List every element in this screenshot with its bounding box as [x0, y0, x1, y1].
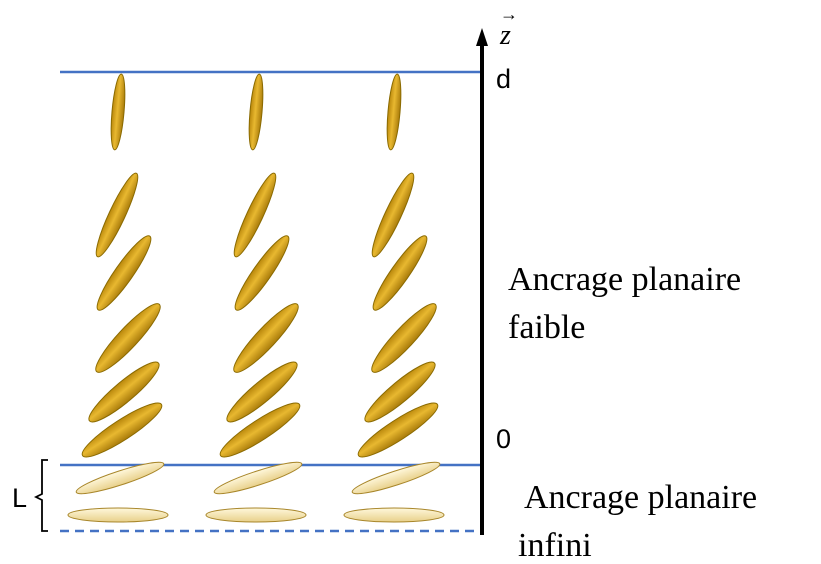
- molecule-columns: [67, 73, 445, 523]
- bulk-molecule: [95, 172, 139, 258]
- bulk-molecule: [372, 235, 428, 311]
- weak-anchoring-label-line1: Ancrage planaire: [508, 261, 741, 298]
- bulk-molecule: [386, 73, 402, 151]
- weak-anchoring-label-line2: faible: [508, 309, 585, 346]
- bulk-molecule: [88, 361, 160, 423]
- bulk-molecule: [357, 402, 439, 458]
- surface-molecule: [343, 507, 445, 523]
- bulk-molecule: [95, 303, 161, 373]
- d-label: d: [496, 64, 511, 94]
- bulk-molecule: [226, 361, 298, 423]
- bulk-molecule: [371, 172, 415, 258]
- thickness-label: L: [12, 483, 27, 513]
- z-axis-label: z: [499, 20, 511, 51]
- bulk-molecule: [110, 73, 126, 151]
- bulk-molecule: [248, 73, 264, 151]
- bulk-molecule: [219, 402, 301, 458]
- bulk-molecule: [234, 235, 290, 311]
- bulk-molecule: [233, 303, 299, 373]
- bulk-molecule: [81, 402, 163, 458]
- zero-label: 0: [496, 424, 511, 454]
- surface-molecule: [75, 461, 165, 495]
- surface-molecule: [67, 507, 169, 523]
- z-vector-arrow: →: [500, 4, 518, 24]
- z-axis-arrowhead: [476, 28, 488, 46]
- infinite-anchoring-label-line1: Ancrage planaire: [524, 479, 757, 516]
- infinite-anchoring-label-line2: infini: [518, 527, 592, 564]
- surface-molecule: [205, 507, 307, 523]
- bulk-molecule: [364, 361, 436, 423]
- surface-molecule: [213, 461, 303, 495]
- thickness-bracket: [33, 459, 48, 532]
- surface-molecule: [351, 461, 441, 495]
- bulk-molecule: [371, 303, 437, 373]
- bulk-molecule: [96, 235, 152, 311]
- bulk-molecule: [233, 172, 277, 258]
